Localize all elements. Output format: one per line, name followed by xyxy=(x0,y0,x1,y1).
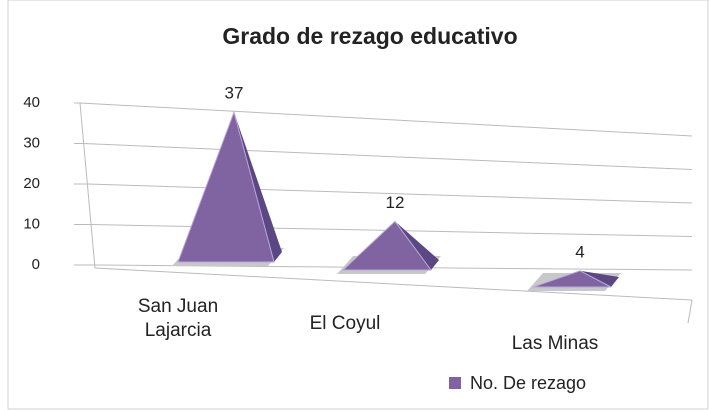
grid-line xyxy=(83,143,693,170)
frame xyxy=(7,0,709,410)
chart-title: Grado de rezago educativo xyxy=(222,23,517,49)
y-tick-label: 0 xyxy=(32,256,40,273)
data-label: 4 xyxy=(575,242,584,261)
grid-line xyxy=(79,102,693,137)
y-tick-label: 10 xyxy=(23,215,40,232)
data-label: 37 xyxy=(225,84,244,103)
pyramid-side xyxy=(234,112,282,263)
x-tick-label: Las Minas xyxy=(511,333,599,354)
data-label: 12 xyxy=(386,193,405,212)
axis-line xyxy=(79,102,96,269)
pyramid-side xyxy=(580,270,619,287)
x-tick-label: San Juan Lajarcia xyxy=(137,296,219,341)
pyramid xyxy=(532,270,612,288)
legend-swatch xyxy=(449,377,461,389)
legend-label: No. De rezago xyxy=(470,373,586,393)
pyramid xyxy=(177,110,275,263)
pyramid xyxy=(341,220,432,271)
grid-line xyxy=(87,183,693,204)
y-tick-label: 30 xyxy=(23,134,40,151)
y-tick-label: 20 xyxy=(23,175,40,192)
axis-line xyxy=(94,267,693,301)
axis-line xyxy=(687,299,693,324)
pyramid-side xyxy=(395,221,439,270)
x-tick-label: El Coyul xyxy=(309,313,381,334)
y-tick-label: 40 xyxy=(23,94,40,111)
